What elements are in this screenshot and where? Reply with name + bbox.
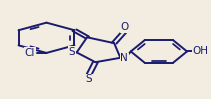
Text: O: O [120,22,129,32]
Text: N: N [120,53,128,63]
Text: Cl: Cl [25,48,35,58]
Text: S: S [86,74,92,84]
Text: S: S [69,47,75,57]
Text: OH: OH [192,46,208,56]
